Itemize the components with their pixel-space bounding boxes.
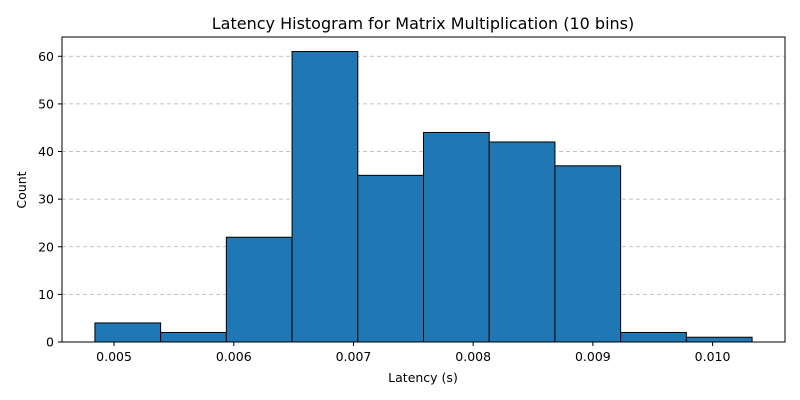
histogram-bar [554,165,622,343]
chart-title: Latency Histogram for Matrix Multiplicat… [212,14,634,33]
histogram-bar [685,336,753,343]
histogram-bar [291,51,359,343]
y-tick-label: 10 [38,287,54,302]
x-tick-label: 0.006 [216,349,252,364]
plot-frame [61,36,786,343]
histogram-bar [488,141,556,343]
histogram-bar [94,322,162,343]
x-tick-label: 0.010 [695,349,731,364]
histogram-bars [94,51,753,343]
x-axis-label: Latency (s) [388,370,458,385]
histogram-bar [225,236,293,343]
histogram-bar [620,331,687,343]
grid-lines [62,55,785,343]
y-tick-label: 20 [38,239,54,254]
y-tick-label: 30 [38,192,54,207]
y-tick-label: 0 [46,335,54,350]
histogram-bar [160,331,227,343]
x-tick-label: 0.007 [336,349,372,364]
x-tick-label: 0.009 [575,349,611,364]
x-tick-label: 0.008 [455,349,491,364]
histogram-bar [423,131,490,343]
y-axis-label: Count [14,171,29,208]
y-tick-label: 40 [38,144,54,159]
axes: 0.005 0.006 0.007 0.008 0.009 0.010 0 10 20 30 40 5… [38,36,786,364]
x-tick-label: 0.005 [96,349,132,364]
y-tick-label: 60 [38,49,54,64]
histogram-bar [357,174,424,343]
y-tick-label: 50 [38,96,54,111]
